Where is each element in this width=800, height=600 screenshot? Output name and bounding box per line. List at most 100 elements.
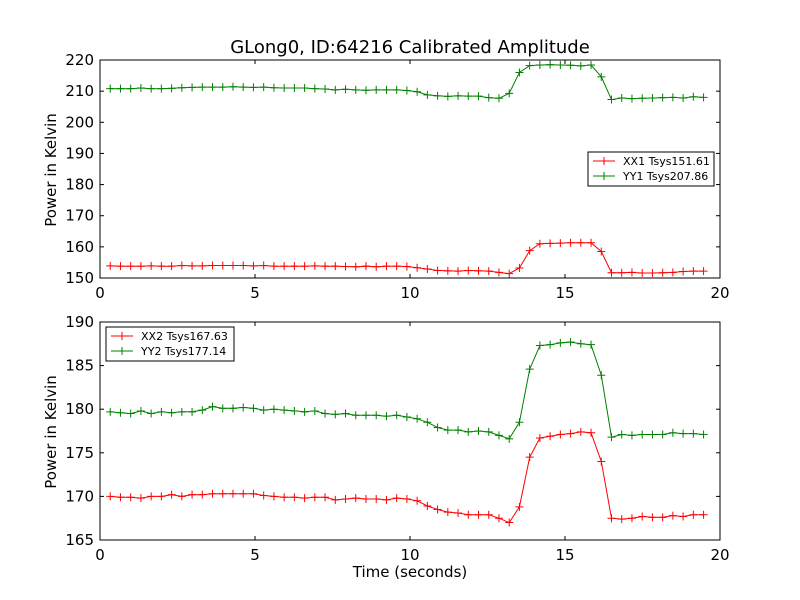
top-y-tick-label: 170 xyxy=(65,207,94,225)
bottom-data-point xyxy=(525,453,534,462)
top-x-tick-label: 15 xyxy=(555,284,574,302)
top-data-point xyxy=(372,262,381,271)
bottom-y-tick-label: 175 xyxy=(65,444,94,462)
top-data-point xyxy=(269,83,278,92)
top-data-point xyxy=(627,268,636,277)
bottom-data-point xyxy=(689,429,698,438)
top-y-tick-label: 210 xyxy=(65,82,94,100)
top-data-point xyxy=(198,261,207,270)
bottom-data-point xyxy=(576,427,585,436)
bottom-data-point xyxy=(249,404,258,413)
bottom-data-point xyxy=(505,434,514,443)
top-y-tick-label: 150 xyxy=(65,269,94,287)
bottom-data-point xyxy=(392,411,401,420)
bottom-data-point xyxy=(638,512,647,521)
top-data-point xyxy=(648,269,657,278)
bottom-data-point xyxy=(535,433,544,442)
top-data-point xyxy=(464,92,473,101)
top-y-tick-label: 190 xyxy=(65,144,94,162)
bottom-data-point xyxy=(587,428,596,437)
bottom-data-point xyxy=(126,493,135,502)
bottom-data-point xyxy=(280,406,289,415)
bottom-data-point xyxy=(546,340,555,349)
top-data-point xyxy=(413,87,422,96)
top-data-point xyxy=(689,267,698,276)
top-legend-label-0: XX1 Tsys151.61 xyxy=(623,155,710,168)
top-data-point xyxy=(290,84,299,93)
top-data-point xyxy=(638,269,647,278)
bottom-y-axis-label: Power in Kelvin xyxy=(42,375,60,489)
top-data-point xyxy=(505,269,514,278)
top-y-tick-label: 200 xyxy=(65,113,94,131)
bottom-data-point xyxy=(515,418,524,427)
top-data-point xyxy=(638,94,647,103)
top-data-point xyxy=(218,83,227,92)
bottom-data-point xyxy=(351,494,360,503)
top-data-point xyxy=(423,90,432,99)
bottom-y-tick-label: 180 xyxy=(65,400,94,418)
top-data-point xyxy=(587,238,596,247)
top-data-point xyxy=(535,239,544,248)
bottom-data-point xyxy=(658,513,667,522)
top-data-point xyxy=(290,262,299,271)
top-data-point xyxy=(546,239,555,248)
bottom-data-point xyxy=(535,341,544,350)
bottom-data-point xyxy=(474,427,483,435)
bottom-data-point xyxy=(515,502,524,511)
bottom-data-point xyxy=(106,407,115,416)
bottom-data-point xyxy=(157,492,166,501)
bottom-data-point xyxy=(505,518,514,527)
bottom-data-point xyxy=(443,508,452,517)
bottom-data-point xyxy=(126,409,135,418)
top-y-tick-label: 220 xyxy=(65,51,94,69)
top-data-point xyxy=(454,267,463,276)
top-x-tick-label: 0 xyxy=(95,284,105,302)
top-data-point xyxy=(310,261,319,270)
top-plot: Power in Kelvin 0 5 10 15 20 150 160 170 180 190 2… xyxy=(42,51,730,302)
bottom-data-point xyxy=(566,338,575,347)
top-data-point xyxy=(157,262,166,271)
bottom-data-point xyxy=(433,505,442,514)
bottom-data-point xyxy=(484,427,493,436)
bottom-data-point xyxy=(136,406,145,415)
top-data-point xyxy=(208,83,217,92)
top-data-point xyxy=(576,61,585,70)
bottom-data-point xyxy=(218,489,227,498)
bottom-data-point xyxy=(423,418,432,427)
top-data-point xyxy=(515,264,524,273)
bottom-data-point xyxy=(167,490,176,499)
top-data-point xyxy=(136,84,145,93)
bottom-data-point xyxy=(668,511,677,520)
bottom-data-point xyxy=(290,493,299,502)
bottom-data-point xyxy=(361,411,370,420)
bottom-data-point xyxy=(249,489,258,498)
bottom-data-point xyxy=(679,512,688,521)
top-data-point xyxy=(658,93,667,102)
top-data-point xyxy=(484,267,493,276)
top-data-point xyxy=(597,72,606,81)
top-y-tick-label: 180 xyxy=(65,176,94,194)
bottom-data-point xyxy=(668,428,677,437)
bottom-data-point xyxy=(597,371,606,380)
bottom-data-point xyxy=(361,495,370,504)
top-data-point xyxy=(239,261,248,270)
top-data-point xyxy=(546,60,555,69)
bottom-data-point xyxy=(587,340,596,349)
top-data-point xyxy=(228,261,237,270)
top-data-point xyxy=(607,95,616,104)
top-data-point xyxy=(617,93,626,102)
top-data-point xyxy=(413,263,422,272)
bottom-data-point xyxy=(607,514,616,523)
bottom-data-point xyxy=(372,411,381,420)
bottom-data-point xyxy=(259,491,268,500)
bottom-data-point xyxy=(106,492,115,501)
top-data-point xyxy=(699,267,708,276)
bottom-legend: XX2 Tsys167.63 YY2 Tsys177.14 xyxy=(105,326,235,362)
top-legend-marker-1 xyxy=(600,172,608,180)
bottom-legend-marker-0 xyxy=(118,332,126,340)
bottom-data-point xyxy=(402,495,411,504)
bottom-data-point xyxy=(627,514,636,523)
bottom-data-point xyxy=(177,492,186,501)
bottom-data-point xyxy=(617,515,626,524)
